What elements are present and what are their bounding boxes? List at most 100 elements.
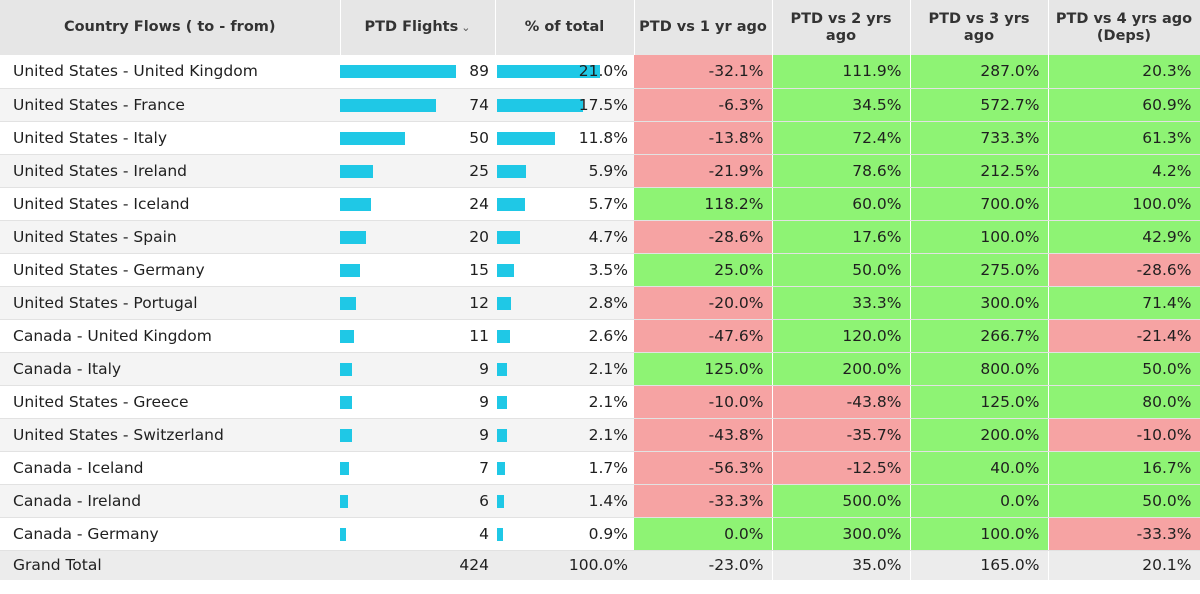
pct-bar <box>497 263 514 277</box>
ptd-flights-value: 89 <box>469 62 489 81</box>
ptd-vs1-value: 25.0% <box>634 253 773 287</box>
pct-of-total-cell: 3.5% <box>495 253 634 287</box>
header-country-flows[interactable]: Country Flows ( to - from) <box>0 0 341 55</box>
ptd-vs4-value: 71.4% <box>1048 286 1200 320</box>
table-row[interactable]: United States - Italy 50 11.8% -13.8% 72.4% 7… <box>0 121 1200 155</box>
ptd-vs1-value: -32.1% <box>634 55 773 89</box>
ptd-vs2-value: -12.5% <box>772 451 911 485</box>
country-flows-table: Country Flows ( to - from) PTD Flights ⌄ … <box>0 0 1200 581</box>
pct-of-total-cell: 11.8% <box>495 121 634 155</box>
ptd-flights-value: 20 <box>469 227 489 246</box>
ptd-vs3-value: 275.0% <box>910 253 1049 287</box>
pct-of-total-value: 21.0% <box>578 62 628 81</box>
ptd-flights-value: 12 <box>469 293 489 312</box>
header-ptd-vs-2yrs[interactable]: PTD vs 2 yrs ago <box>772 0 911 55</box>
table-row[interactable]: United States - Ireland 25 5.9% -21.9% 78.6%… <box>0 154 1200 188</box>
table-row[interactable]: Canada - Germany 4 0.9% 0.0% 300.0% 100.0% -33… <box>0 517 1200 551</box>
ptd-vs3-value: 40.0% <box>910 451 1049 485</box>
ptd-vs3-value: 200.0% <box>910 418 1049 452</box>
country-flow-name: United States - Greece <box>0 385 340 419</box>
grand-total-vs1: -23.0% <box>634 549 773 581</box>
flights-bar <box>340 296 356 310</box>
table-row[interactable]: United States - United Kingdom 89 21.0% -32… <box>0 55 1200 89</box>
header-ptd-vs-1yr[interactable]: PTD vs 1 yr ago <box>634 0 773 55</box>
flights-bar <box>340 329 354 343</box>
ptd-vs3-value: 733.3% <box>910 121 1049 155</box>
ptd-flights-value: 9 <box>479 392 489 411</box>
table-row[interactable]: Canada - Iceland 7 1.7% -56.3% -12.5% 40.0% 16… <box>0 451 1200 485</box>
pct-bar <box>497 527 503 541</box>
ptd-vs4-value: 20.3% <box>1048 55 1200 89</box>
table-row[interactable]: Canada - Ireland 6 1.4% -33.3% 500.0% 0.0% 50.… <box>0 484 1200 518</box>
chevron-down-icon[interactable]: ⌄ <box>461 21 471 34</box>
ptd-vs1-value: -10.0% <box>634 385 773 419</box>
table-body: United States - United Kingdom 89 21.0% -32… <box>0 55 1200 581</box>
flights-bar <box>340 131 405 145</box>
ptd-vs3-value: 800.0% <box>910 352 1049 386</box>
pct-bar <box>497 197 525 211</box>
table-row[interactable]: United States - Germany 15 3.5% 25.0% 50.0% 2… <box>0 253 1200 287</box>
country-flow-name: United States - Germany <box>0 253 340 287</box>
pct-bar <box>497 296 511 310</box>
table-row[interactable]: United States - Portugal 12 2.8% -20.0% 33.3… <box>0 286 1200 320</box>
pct-bar <box>497 461 505 475</box>
pct-of-total-value: 2.1% <box>588 425 628 444</box>
ptd-vs4-value: -28.6% <box>1048 253 1200 287</box>
ptd-vs1-value: 0.0% <box>634 517 773 551</box>
ptd-vs4-value: -33.3% <box>1048 517 1200 551</box>
ptd-flights-value: 15 <box>469 260 489 279</box>
table-row[interactable]: United States - France 74 17.5% -6.3% 34.5% 5… <box>0 88 1200 122</box>
pct-of-total-value: 11.8% <box>578 128 628 147</box>
pct-of-total-value: 5.7% <box>588 194 628 213</box>
ptd-vs3-value: 300.0% <box>910 286 1049 320</box>
ptd-flights-cell: 20 <box>340 220 495 254</box>
country-flow-name: Canada - Germany <box>0 517 340 551</box>
ptd-vs2-value: 200.0% <box>772 352 911 386</box>
table-row[interactable]: Canada - Italy 9 2.1% 125.0% 200.0% 800.0% 50.… <box>0 352 1200 386</box>
ptd-vs1-value: 125.0% <box>634 352 773 386</box>
flights-bar <box>340 494 348 508</box>
ptd-vs4-value: 100.0% <box>1048 187 1200 221</box>
header-ptd-vs-3yrs[interactable]: PTD vs 3 yrs ago <box>910 0 1049 55</box>
pct-of-total-value: 4.7% <box>588 227 628 246</box>
ptd-vs1-value: -43.8% <box>634 418 773 452</box>
ptd-vs1-value: -21.9% <box>634 154 773 188</box>
ptd-vs1-value: -6.3% <box>634 88 773 122</box>
country-flow-name: United States - Portugal <box>0 286 340 320</box>
header-pct-of-total[interactable]: % of total <box>495 0 635 55</box>
country-flow-name: United States - Ireland <box>0 154 340 188</box>
ptd-vs2-value: 78.6% <box>772 154 911 188</box>
country-flow-name: United States - Iceland <box>0 187 340 221</box>
table-row[interactable]: Canada - United Kingdom 11 2.6% -47.6% 120.0… <box>0 319 1200 353</box>
pct-of-total-cell: 2.1% <box>495 385 634 419</box>
ptd-vs2-value: 300.0% <box>772 517 911 551</box>
country-flow-name: Canada - Iceland <box>0 451 340 485</box>
pct-bar <box>497 230 520 244</box>
country-flow-name: United States - Spain <box>0 220 340 254</box>
ptd-flights-cell: 25 <box>340 154 495 188</box>
ptd-vs2-value: -35.7% <box>772 418 911 452</box>
ptd-vs3-value: 700.0% <box>910 187 1049 221</box>
grand-total-vs4: 20.1% <box>1048 549 1200 581</box>
ptd-vs3-value: 125.0% <box>910 385 1049 419</box>
ptd-vs2-value: 33.3% <box>772 286 911 320</box>
pct-bar <box>497 329 510 343</box>
ptd-vs4-value: 42.9% <box>1048 220 1200 254</box>
pct-of-total-cell: 2.8% <box>495 286 634 320</box>
pct-of-total-value: 5.9% <box>588 161 628 180</box>
table-row[interactable]: United States - Greece 9 2.1% -10.0% -43.8% 1… <box>0 385 1200 419</box>
grand-total-row: Grand Total 424 100.0% -23.0% 35.0% 165.0% 20.… <box>0 549 1200 581</box>
ptd-vs1-value: -47.6% <box>634 319 773 353</box>
ptd-flights-cell: 9 <box>340 352 495 386</box>
ptd-flights-cell: 12 <box>340 286 495 320</box>
country-flow-name: Canada - United Kingdom <box>0 319 340 353</box>
table-row[interactable]: United States - Iceland 24 5.7% 118.2% 60.0%… <box>0 187 1200 221</box>
ptd-vs1-value: -28.6% <box>634 220 773 254</box>
table-row[interactable]: United States - Switzerland 9 2.1% -43.8% -3… <box>0 418 1200 452</box>
header-ptd-flights[interactable]: PTD Flights ⌄ <box>340 0 496 55</box>
ptd-vs2-value: 60.0% <box>772 187 911 221</box>
ptd-flights-value: 50 <box>469 128 489 147</box>
table-row[interactable]: United States - Spain 20 4.7% -28.6% 17.6% 10… <box>0 220 1200 254</box>
header-ptd-vs-4yrs[interactable]: PTD vs 4 yrs ago (Deps) <box>1048 0 1200 55</box>
grand-total-flights: 424 <box>340 549 495 581</box>
